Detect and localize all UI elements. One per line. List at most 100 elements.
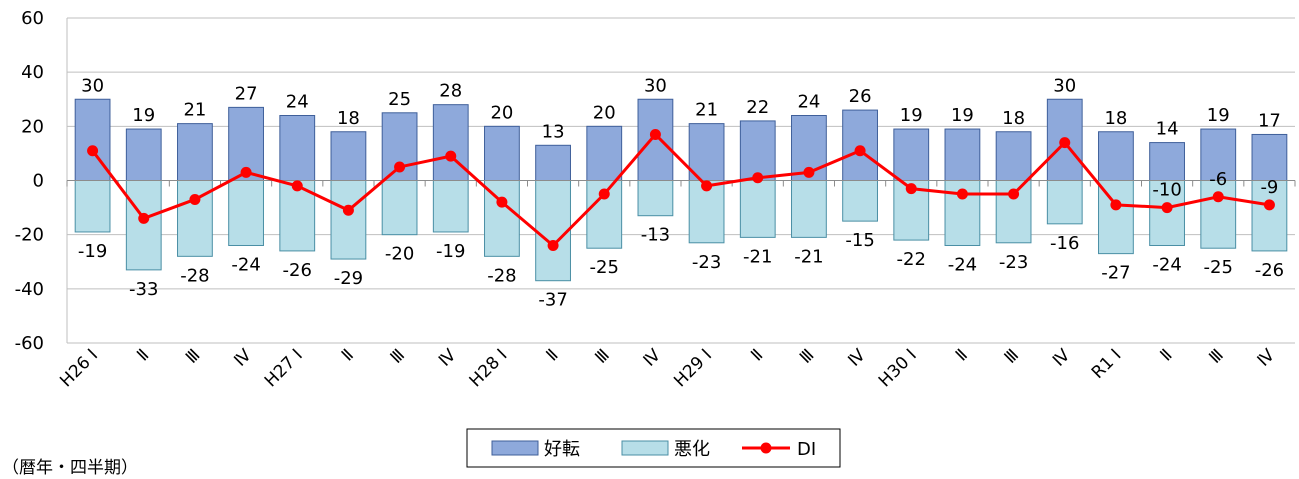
bar-akka xyxy=(1046,180,1083,225)
data-label-kouten: 19 xyxy=(900,105,923,126)
bar-akka xyxy=(125,180,162,271)
data-label-di: -10 xyxy=(1152,180,1181,201)
data-label-kouten: 22 xyxy=(746,97,769,118)
di-point xyxy=(1263,199,1275,211)
data-label-akka: -25 xyxy=(1204,257,1233,278)
x-tick-label: Ⅱ xyxy=(338,345,358,365)
bar-akka xyxy=(1200,180,1237,249)
di-point xyxy=(394,161,406,173)
data-label-akka: -21 xyxy=(743,246,772,267)
y-tick-label: 60 xyxy=(21,8,44,29)
di-point xyxy=(1059,137,1071,149)
bar-akka xyxy=(432,180,469,233)
di-point xyxy=(496,196,508,208)
data-label-akka: -15 xyxy=(845,230,874,251)
data-label-kouten: 19 xyxy=(132,105,155,126)
di-point xyxy=(138,212,150,224)
data-label-akka: -23 xyxy=(692,252,721,273)
legend-label-akka: 悪化 xyxy=(674,439,710,460)
bar-akka xyxy=(637,180,674,217)
data-labels: 30 -19 19 -33 21 -28 27 -24 24 -26 18 -29 25 -20 28 -19… xyxy=(78,75,1284,310)
y-tick-label: 40 xyxy=(21,62,44,83)
x-tick-label: Ⅳ xyxy=(435,345,460,370)
di-point xyxy=(598,188,610,200)
data-label-kouten: 28 xyxy=(439,81,462,102)
x-tick-label: R1 Ⅰ xyxy=(1088,345,1126,383)
x-tick-label: Ⅲ xyxy=(387,345,409,367)
data-label-akka: -23 xyxy=(999,252,1028,273)
bar-akka xyxy=(739,180,776,238)
bar-kouten xyxy=(586,125,623,182)
bar-akka xyxy=(535,180,571,282)
data-label-akka: -26 xyxy=(283,260,312,281)
di-point xyxy=(803,166,815,178)
bar-akka xyxy=(381,180,418,236)
data-label-kouten: 27 xyxy=(235,83,258,104)
axes xyxy=(66,18,1296,343)
data-label-akka: -16 xyxy=(1050,233,1079,254)
y-tick-label: -20 xyxy=(15,225,44,246)
x-tick-label: Ⅳ xyxy=(844,345,869,370)
data-label-kouten: 30 xyxy=(81,75,104,96)
bar-kouten xyxy=(1149,142,1185,181)
di-point xyxy=(649,128,661,140)
bar-kouten xyxy=(125,128,162,182)
di-point xyxy=(240,166,252,178)
x-tick-label: Ⅲ xyxy=(1001,345,1023,367)
di-point xyxy=(291,180,303,192)
data-label-kouten: 20 xyxy=(593,102,616,123)
x-tick-label: H26 Ⅰ xyxy=(56,345,102,391)
data-label-akka: -28 xyxy=(180,265,209,286)
data-label-akka: -21 xyxy=(794,246,823,267)
data-label-kouten: 24 xyxy=(286,92,309,113)
y-tick-label: -60 xyxy=(15,333,44,354)
bar-kouten xyxy=(1251,133,1288,181)
legend-swatch-akka xyxy=(621,440,669,456)
y-tick-label: -40 xyxy=(15,279,44,300)
bar-kouten xyxy=(279,115,316,181)
data-label-akka: -26 xyxy=(1255,260,1284,281)
bar-kouten xyxy=(432,104,469,181)
data-label-kouten: 14 xyxy=(1156,119,1179,140)
di-point xyxy=(1008,188,1020,200)
x-tick-label: Ⅱ xyxy=(1157,345,1177,365)
di-point xyxy=(1212,191,1224,203)
x-tick-label: Ⅱ xyxy=(952,345,972,365)
di-line xyxy=(87,128,1275,251)
bar-kouten xyxy=(995,131,1032,181)
data-label-di: -9 xyxy=(1260,177,1278,198)
bar-kouten xyxy=(484,125,520,182)
data-label-akka: -13 xyxy=(641,225,670,246)
data-label-kouten: 25 xyxy=(388,89,411,110)
legend: 好転 悪化 DI xyxy=(466,428,841,468)
x-tick-label: Ⅳ xyxy=(1254,345,1279,370)
bars xyxy=(74,98,1288,282)
bar-akka xyxy=(330,180,367,260)
x-tick-label: Ⅳ xyxy=(1049,345,1074,370)
di-series-line xyxy=(91,132,1270,248)
data-label-akka: -19 xyxy=(436,241,465,262)
data-label-akka: -25 xyxy=(590,257,619,278)
x-tick-label: H29 Ⅰ xyxy=(670,345,716,391)
data-label-akka: -29 xyxy=(334,268,363,289)
data-label-kouten: 17 xyxy=(1258,110,1281,131)
data-label-kouten: 24 xyxy=(797,92,820,113)
data-label-kouten: 19 xyxy=(1207,105,1230,126)
x-axis-label: （暦年・四半期） xyxy=(2,458,138,478)
data-label-akka: -20 xyxy=(385,244,414,265)
x-tick-label: Ⅲ xyxy=(182,345,204,367)
di-point xyxy=(1110,199,1122,211)
data-label-akka: -37 xyxy=(538,290,567,311)
data-label-kouten: 20 xyxy=(490,102,513,123)
data-label-akka: -22 xyxy=(897,249,926,270)
bar-kouten xyxy=(177,123,213,181)
data-label-kouten: 18 xyxy=(337,108,360,129)
x-tick-label: H30 Ⅰ xyxy=(875,345,921,391)
x-tick-label: Ⅳ xyxy=(230,345,255,370)
di-point xyxy=(547,240,559,251)
bar-kouten xyxy=(535,144,571,182)
data-label-kouten: 19 xyxy=(951,105,974,126)
di-point xyxy=(445,150,457,162)
di-point xyxy=(701,180,713,192)
